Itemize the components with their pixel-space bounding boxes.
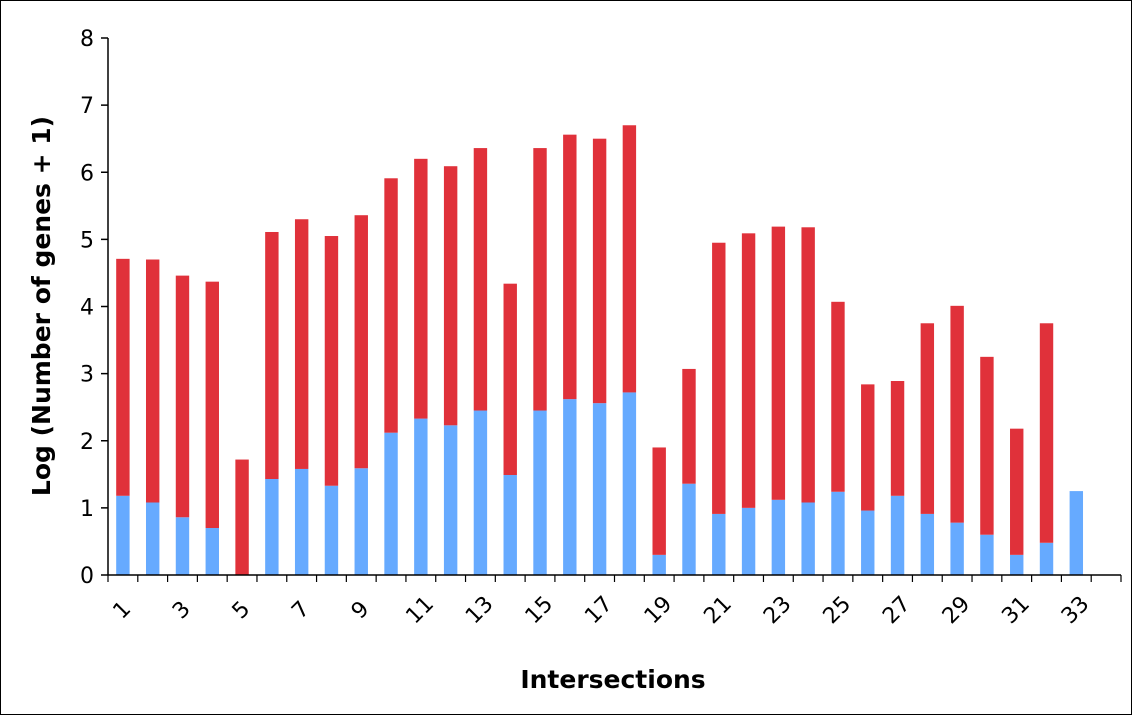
x-axis-title: Intersections [520,665,705,694]
bar-upper-segment [592,138,607,404]
x-tick-label: 3 [168,597,196,625]
bar-lower-segment [831,491,845,575]
bar-upper-segment [801,227,815,503]
bar-upper-segment [503,283,517,475]
bar-upper-segment [116,258,130,496]
bar-lower-segment [503,474,517,575]
bar-lower-segment [116,495,130,575]
bar-lower-segment [443,425,458,575]
bar-upper-segment [890,381,905,496]
bar-lower-segment [533,410,547,575]
bar-upper-segment [443,166,458,426]
x-tick-label: 5 [228,597,256,625]
bar-upper-segment [354,215,368,469]
bar-lower-segment [771,499,786,575]
bar-lower-segment [712,513,726,575]
x-tick-label: 13 [461,592,498,629]
y-tick-label: 8 [80,27,94,52]
y-tick-label: 0 [80,564,94,589]
bar-upper-segment [324,236,339,486]
bar-lower-segment [622,392,637,575]
y-tick-label: 4 [80,296,94,321]
bar-lower-segment [205,528,219,575]
y-tick-label: 7 [80,94,94,119]
y-tick-label: 6 [80,161,94,186]
x-tick-label: 21 [699,592,736,629]
y-ticks-group: 0 1 2 3 4 5 6 7 8 [80,27,108,589]
x-tick-label: 7 [287,597,315,625]
bar-lower-segment [1010,554,1024,575]
x-tick-label: 1 [109,597,137,625]
bar-lower-segment [652,554,666,575]
bar-lower-segment [265,479,279,575]
bar-upper-segment [175,275,190,518]
x-tick-label: 29 [938,592,975,629]
bar-upper-segment [294,219,309,469]
bar-lower-segment [414,418,428,575]
bar-lower-segment [354,468,368,575]
bar-lower-segment [1069,491,1084,575]
x-tick-label: 23 [759,592,796,629]
bar-lower-segment [980,534,994,575]
x-tick-label: 19 [640,592,677,629]
bar-lower-segment [473,410,488,575]
bar-upper-segment [682,368,696,484]
x-ticks-group: 1 3 5 7 9 11 13 15 17 19 21 23 25 27 29 31 33 [107,575,1122,629]
bar-upper-segment [771,226,786,500]
bar-lower-segment [1039,542,1054,575]
x-tick-label: 11 [402,592,439,629]
x-tick-label: 33 [1057,592,1094,629]
bar-upper-segment [1039,323,1054,543]
bar-upper-segment [950,305,964,523]
bar-upper-segment [563,134,577,400]
bar-lower-segment [890,495,905,575]
bars-group [116,125,1084,576]
bar-upper-segment [205,281,219,529]
y-tick-label: 3 [80,363,94,388]
bar-lower-segment [384,432,398,575]
bar-lower-segment [682,483,696,575]
x-tick-label: 27 [878,592,915,629]
bar-upper-segment [622,125,637,393]
bar-upper-segment [414,158,428,419]
bar-upper-segment [235,459,249,575]
bar-upper-segment [831,301,845,492]
bar-upper-segment [1010,428,1024,555]
bar-upper-segment [265,231,279,480]
bar-lower-segment [801,502,815,575]
bar-upper-segment [145,259,160,503]
x-tick-label: 17 [580,592,617,629]
x-tick-label: 15 [521,592,558,629]
y-axis-title: Log (Number of genes + 1) [27,116,56,496]
bar-upper-segment [473,148,488,411]
bar-upper-segment [712,242,726,514]
bar-upper-segment [533,148,547,411]
bar-upper-segment [920,323,935,514]
y-tick-label: 2 [80,430,94,455]
x-tick-label: 9 [347,597,375,625]
bar-lower-segment [145,502,160,575]
bar-upper-segment [384,178,398,433]
bar-lower-segment [563,399,577,575]
bar-upper-segment [652,447,666,555]
bar-lower-segment [324,485,339,575]
bar-lower-segment [861,510,875,575]
bar-lower-segment [175,517,190,575]
y-tick-label: 5 [80,228,94,253]
bar-lower-segment [592,403,607,575]
bar-upper-segment [861,384,875,511]
bar-upper-segment [980,356,994,535]
bar-lower-segment [294,468,309,575]
bar-lower-segment [950,522,964,575]
bar-upper-segment [741,233,756,508]
bar-lower-segment [920,513,935,575]
x-tick-label: 25 [819,592,856,629]
y-tick-label: 1 [80,497,94,522]
x-tick-label: 31 [997,592,1034,629]
bar-lower-segment [741,507,756,576]
